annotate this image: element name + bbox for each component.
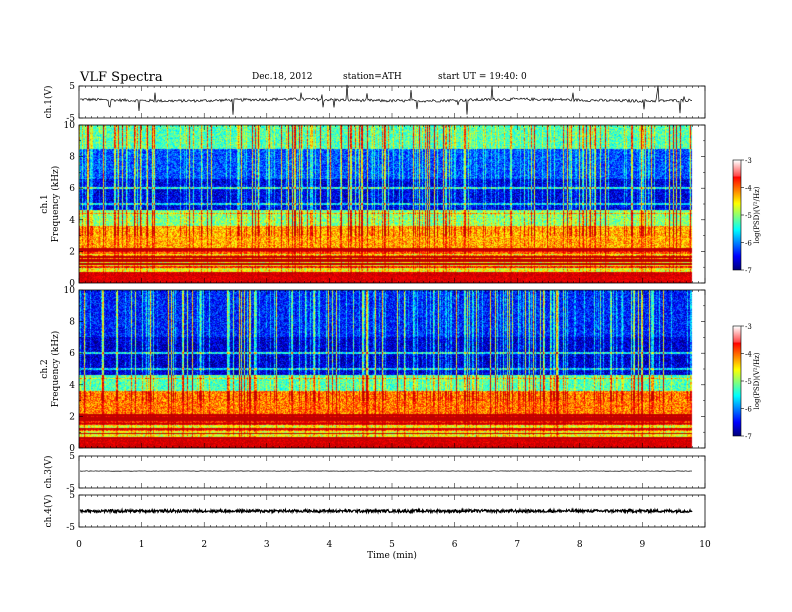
trace-ch1 bbox=[79, 84, 693, 115]
station-label: station=ATH bbox=[343, 72, 402, 82]
colorbar-ch1 bbox=[733, 160, 741, 270]
spectrogram-ch2 bbox=[79, 290, 705, 448]
colorbar-tick-label: -4 bbox=[745, 351, 752, 359]
y-tick-label: -5 bbox=[66, 523, 75, 533]
y-tick-label: 2 bbox=[69, 247, 75, 257]
colorbar-label: log(PSD)(V²/Hz) bbox=[753, 352, 761, 409]
y-tick-label: 5 bbox=[69, 491, 75, 501]
ylabel-channel-ch2-spec: ch.2 bbox=[40, 359, 50, 378]
x-tick-label: 7 bbox=[514, 540, 520, 550]
ylabel-channel-ch1-spec: ch.1 bbox=[40, 194, 50, 213]
colorbar-tick-label: -5 bbox=[745, 378, 752, 386]
colorbar-label: log(PSD)(V²/Hz) bbox=[753, 186, 761, 243]
ylabel-ch2-spec: Frequency (kHz) bbox=[50, 331, 61, 408]
colorbar-tick-label: -7 bbox=[745, 267, 752, 275]
x-tick-label: 4 bbox=[327, 540, 333, 550]
colorbar-tick-label: -5 bbox=[745, 212, 752, 220]
ylabel-ch1-spec: Frequency (kHz) bbox=[50, 166, 61, 243]
colorbar-tick-label: -6 bbox=[745, 240, 752, 248]
y-tick-label: 8 bbox=[69, 153, 75, 163]
x-tick-label: 8 bbox=[577, 540, 583, 550]
x-tick-label: 10 bbox=[699, 540, 711, 550]
x-tick-label: 3 bbox=[264, 540, 270, 550]
y-tick-label: 10 bbox=[64, 286, 76, 296]
ylabel-ch1: ch.1(V) bbox=[43, 86, 54, 119]
y-tick-label: 4 bbox=[69, 381, 75, 391]
x-tick-label: 9 bbox=[640, 540, 646, 550]
figure-title: VLF Spectra bbox=[80, 70, 163, 85]
y-tick-label: 5 bbox=[69, 452, 75, 462]
date-label: Dec.18, 2012 bbox=[252, 72, 313, 82]
ylabel-ch4: ch.4(V) bbox=[43, 495, 54, 528]
colorbar-tick-label: -3 bbox=[745, 157, 752, 165]
colorbar-tick-label: -6 bbox=[745, 406, 752, 414]
colorbar-tick-label: -4 bbox=[745, 185, 752, 193]
x-tick-label: 2 bbox=[201, 540, 207, 550]
trace-ch4 bbox=[79, 507, 693, 515]
y-tick-label: 2 bbox=[69, 412, 75, 422]
y-tick-label: 4 bbox=[69, 216, 75, 226]
y-tick-label: 0 bbox=[69, 279, 75, 289]
y-tick-label: 0 bbox=[69, 444, 75, 454]
x-tick-label: 1 bbox=[139, 540, 145, 550]
colorbar-tick-label: -7 bbox=[745, 433, 752, 441]
start-time-label: start UT = 19:40: 0 bbox=[438, 72, 527, 82]
x-tick-label: 0 bbox=[76, 540, 82, 550]
spectrogram-ch1 bbox=[79, 125, 705, 283]
y-tick-label: -5 bbox=[66, 114, 75, 124]
ylabel-ch3: ch.3(V) bbox=[43, 456, 54, 489]
x-tick-label: 6 bbox=[452, 540, 458, 550]
y-tick-label: 6 bbox=[69, 184, 75, 194]
y-tick-label: -5 bbox=[66, 484, 75, 494]
y-tick-label: 5 bbox=[69, 82, 75, 92]
x-tick-label: 5 bbox=[389, 540, 395, 550]
colorbar-ch2 bbox=[733, 326, 741, 436]
y-tick-label: 6 bbox=[69, 349, 75, 359]
y-tick-label: 10 bbox=[64, 121, 76, 131]
x-axis-label: Time (min) bbox=[367, 550, 417, 561]
y-tick-label: 8 bbox=[69, 318, 75, 328]
colorbar-tick-label: -3 bbox=[745, 323, 752, 331]
